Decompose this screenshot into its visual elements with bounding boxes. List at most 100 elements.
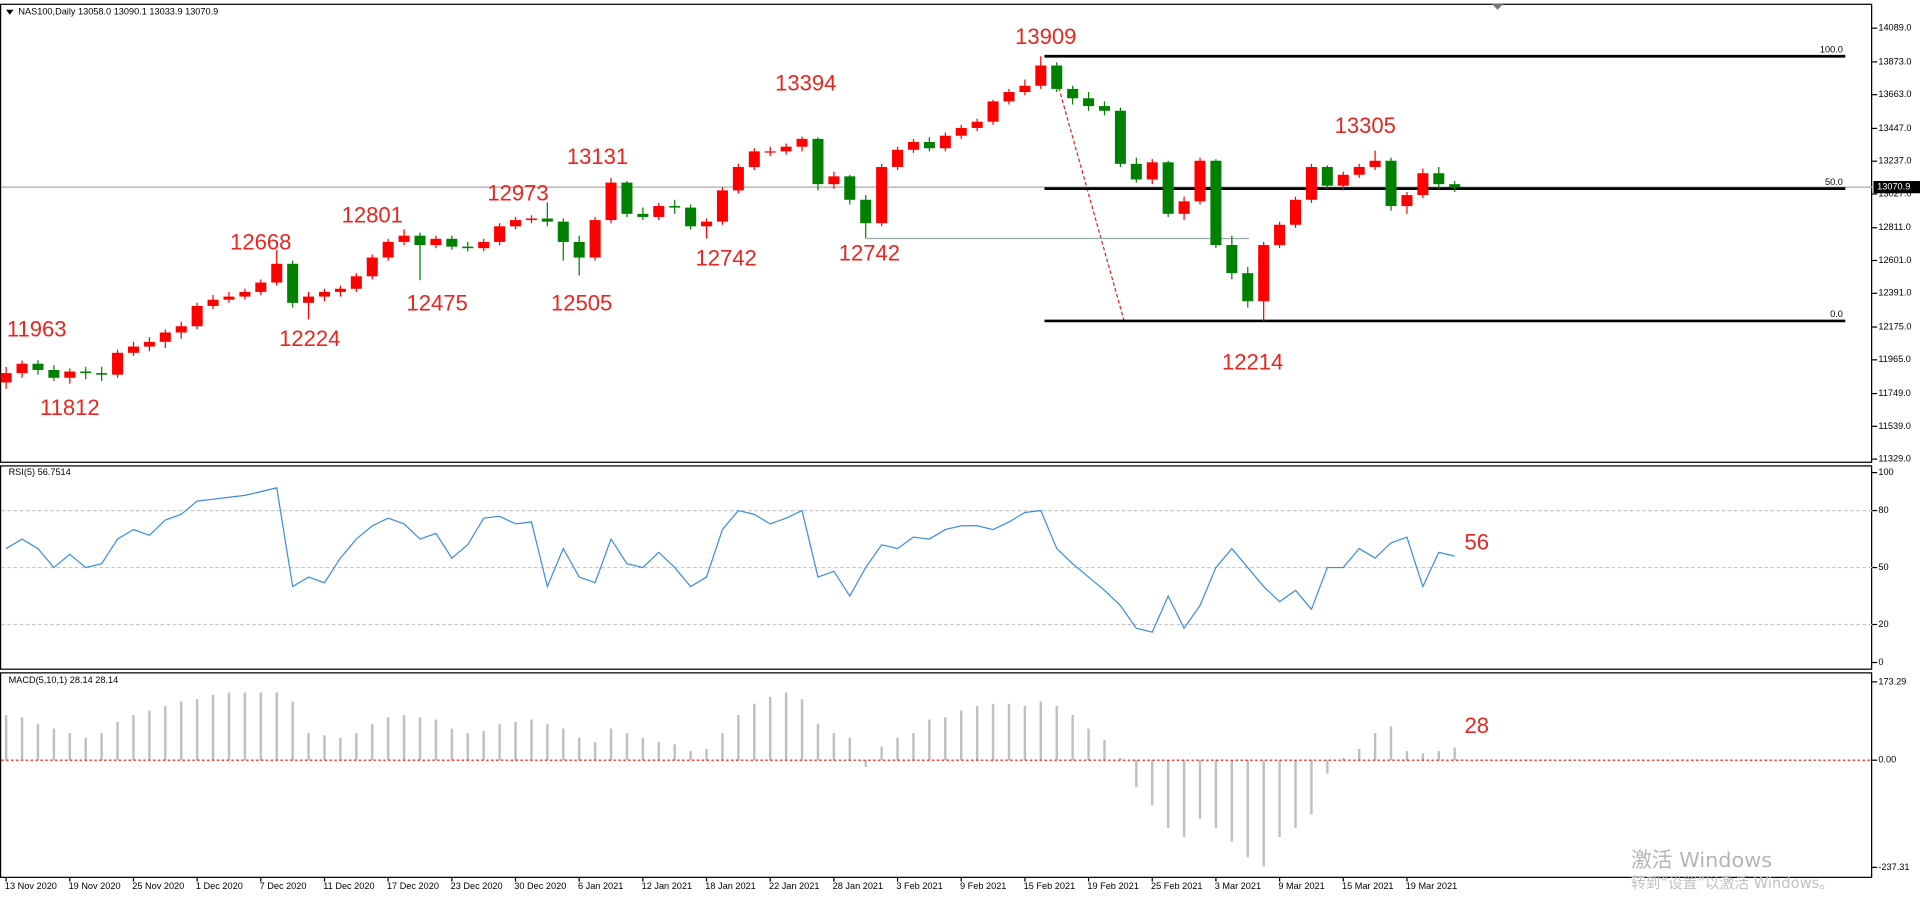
candle-body xyxy=(382,241,394,258)
x-tick-label: 15 Feb 2021 xyxy=(1024,881,1076,891)
candle-body xyxy=(318,291,330,297)
x-tick-label: 1 Dec 2020 xyxy=(196,881,243,891)
candle-body xyxy=(573,241,585,258)
candle-body xyxy=(605,182,617,221)
x-tick-label: 13 Nov 2020 xyxy=(5,881,57,891)
candle-body xyxy=(191,305,203,327)
y-tick-label: 13027.0 xyxy=(1878,188,1911,198)
x-tick-label: 9 Mar 2021 xyxy=(1278,881,1324,891)
price-annotation: 13394 xyxy=(775,70,836,95)
y-tick-label: 13237.0 xyxy=(1878,156,1911,166)
candle-body xyxy=(1098,106,1110,111)
price-annotation: 11963 xyxy=(7,316,67,341)
candle-body xyxy=(112,352,124,375)
candle-body xyxy=(16,363,28,374)
candle-body xyxy=(1305,166,1317,200)
candle-body xyxy=(1083,98,1095,107)
macd-pane xyxy=(0,672,1873,878)
x-tick-label: 15 Mar 2021 xyxy=(1342,881,1394,891)
candle-body xyxy=(255,282,267,292)
candle-body xyxy=(1417,173,1429,196)
candle-body xyxy=(366,257,378,277)
candle-body xyxy=(907,141,919,150)
candle-body xyxy=(1353,166,1365,175)
x-tick-label: 23 Dec 2020 xyxy=(451,881,503,891)
x-tick-label: 3 Mar 2021 xyxy=(1215,881,1261,891)
candle-body xyxy=(1051,65,1063,89)
candle-body xyxy=(923,141,935,149)
price-annotation: 12214 xyxy=(1222,350,1283,375)
price-annotation: 12475 xyxy=(407,291,468,316)
last-price-label: 13070.9 xyxy=(1877,182,1910,192)
candle-body xyxy=(430,238,442,246)
candle-body xyxy=(462,246,474,249)
candle-body xyxy=(621,182,633,214)
candle-body xyxy=(80,371,92,374)
candle-body xyxy=(939,135,951,149)
candle-body xyxy=(669,206,681,208)
candle-body xyxy=(287,263,299,303)
price-annotation: 12224 xyxy=(279,326,340,351)
price-annotation: 11812 xyxy=(40,395,100,420)
candle-body xyxy=(1226,245,1238,274)
price-annotation: 12668 xyxy=(230,230,291,255)
y-tick-label: 20 xyxy=(1878,619,1888,629)
candle-body xyxy=(1449,184,1461,188)
candle-body xyxy=(1242,273,1254,302)
x-tick-label: 25 Feb 2021 xyxy=(1151,881,1203,891)
price-annotation: 13909 xyxy=(1015,24,1076,49)
x-tick-label: 12 Jan 2021 xyxy=(642,881,693,891)
candle-body xyxy=(494,226,506,242)
candle-body xyxy=(876,166,888,224)
y-tick-label: 100 xyxy=(1878,467,1893,477)
candle-body xyxy=(143,341,155,347)
y-tick-label: -237.31 xyxy=(1878,862,1909,872)
y-tick-label: 11539.0 xyxy=(1878,421,1910,431)
x-tick-label: 25 Nov 2020 xyxy=(132,881,184,891)
candle-body xyxy=(637,213,649,217)
x-tick-label: 11 Dec 2020 xyxy=(323,881,374,891)
rsi-annotation: 56 xyxy=(1464,530,1489,555)
y-tick-label: 0.00 xyxy=(1878,755,1896,765)
price-pane xyxy=(0,3,1873,463)
price-annotation: 12505 xyxy=(551,291,612,316)
rsi-title: RSI(5) 56.7514 xyxy=(9,467,71,477)
candle-body xyxy=(207,299,219,306)
candle-body xyxy=(127,346,139,353)
candle-body xyxy=(1290,199,1302,225)
candle-body xyxy=(828,176,840,185)
macd-title: MACD(5,10,1) 28.14 28.14 xyxy=(9,675,119,685)
candle-body xyxy=(860,199,872,224)
rsi-line xyxy=(5,487,1455,633)
y-tick-label: 12811.0 xyxy=(1878,222,1910,232)
y-tick-label: 11965.0 xyxy=(1878,354,1910,364)
candle-body xyxy=(96,373,108,375)
candle-body xyxy=(1210,160,1222,246)
candle-body xyxy=(1146,162,1158,180)
y-tick-label: 12175.0 xyxy=(1878,321,1911,331)
menu-arrow[interactable] xyxy=(6,9,14,15)
candle-body xyxy=(748,151,760,167)
candle-body xyxy=(239,291,251,297)
candle-body xyxy=(1003,92,1015,102)
candle-body xyxy=(732,166,744,191)
candle-body xyxy=(159,332,171,342)
candle-body xyxy=(478,241,490,249)
candle-body xyxy=(414,235,426,246)
y-tick-label: 14089.0 xyxy=(1878,23,1911,33)
macd-annotation: 28 xyxy=(1464,713,1489,738)
candle-body xyxy=(1258,245,1270,302)
x-tick-label: 7 Dec 2020 xyxy=(260,881,307,891)
y-tick-label: 13873.0 xyxy=(1878,56,1911,66)
candle-body xyxy=(557,221,569,242)
y-tick-label: 173.29 xyxy=(1878,676,1906,686)
candle-body xyxy=(892,149,904,167)
candle-body xyxy=(1274,224,1286,246)
x-tick-label: 28 Jan 2021 xyxy=(833,881,883,891)
candle-body xyxy=(1321,166,1333,186)
candle-body xyxy=(350,276,362,289)
x-tick-label: 17 Dec 2020 xyxy=(387,881,439,891)
candle-body xyxy=(589,220,601,258)
x-tick-label: 6 Jan 2021 xyxy=(578,881,623,891)
candle-body xyxy=(1162,162,1174,214)
